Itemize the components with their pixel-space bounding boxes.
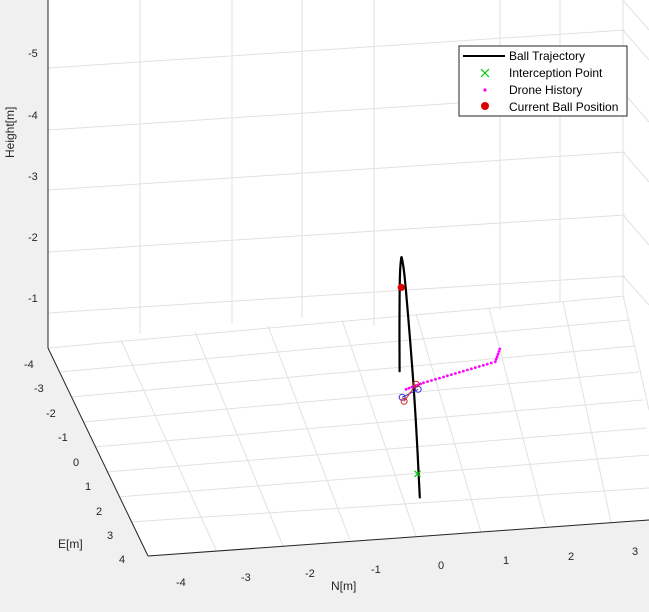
drone-rotor-marker — [398, 393, 406, 401]
plot-area-background — [48, 0, 649, 556]
n-tick-label: -2 — [305, 568, 315, 580]
e-tick-label: 2 — [96, 506, 102, 518]
n-tick-label: -1 — [371, 564, 381, 576]
z-tick-label: -1 — [28, 293, 38, 305]
drone-history-point — [410, 385, 414, 389]
e-tick-label: -3 — [34, 383, 44, 395]
drone-rotor-marker — [412, 380, 420, 388]
legend-label: Current Ball Position — [509, 100, 618, 114]
z-tick-label: -2 — [28, 232, 38, 244]
n-tick-label: 3 — [632, 546, 638, 558]
data-layer — [397, 255, 502, 499]
n-tick-label: 2 — [568, 551, 574, 563]
drone-history-point — [407, 386, 411, 390]
drone-history-point — [454, 372, 457, 375]
e-tick-label: -1 — [58, 432, 68, 444]
drone-history-point — [485, 362, 489, 366]
drone-history-point — [426, 380, 429, 383]
z-tick-label: -4 — [28, 110, 38, 122]
drone-history-point — [419, 382, 422, 386]
legend-x-marker-icon — [480, 68, 490, 78]
z-tick-label: -3 — [28, 171, 38, 183]
drone-history-point — [462, 369, 465, 373]
drone-history-point — [430, 379, 433, 382]
legend: Ball Trajectory Interception Point Drone… — [458, 45, 628, 117]
drone-history-point — [495, 355, 499, 359]
e-tick-label: -4 — [24, 359, 34, 371]
drone-history-point — [498, 347, 502, 351]
n-tick-label: -4 — [176, 577, 186, 589]
drone-history-point — [422, 381, 425, 385]
n-axis-label: N[m] — [331, 579, 356, 593]
drone-history-point — [493, 360, 497, 364]
legend-filled-circle-icon — [481, 102, 489, 110]
legend-label: Drone History — [509, 83, 582, 97]
drone-history-point — [466, 368, 469, 372]
n-tick-label: -3 — [241, 572, 251, 584]
drone-history-point — [450, 373, 453, 376]
legend-label: Ball Trajectory — [509, 49, 585, 63]
e-tick-label: 1 — [85, 481, 91, 493]
z-axis: -5 -4 -3 -2 -1 Height[m] — [3, 48, 38, 305]
drone-history-point — [489, 361, 493, 365]
e-axis-label: E[m] — [58, 537, 83, 551]
n-tick-label: 0 — [438, 560, 444, 572]
interception-marker-stroke — [414, 470, 421, 478]
drone-history-point — [473, 366, 477, 369]
drone-rotor-marker — [400, 397, 408, 405]
drone-history-point — [442, 375, 445, 379]
drone-history-point — [496, 352, 500, 356]
drone-history-point — [477, 365, 481, 368]
current-ball-position-marker — [397, 283, 405, 291]
drone-history-point — [434, 377, 437, 381]
drone-history-point — [497, 350, 501, 353]
legend-dot-icon — [483, 88, 487, 92]
e-tick-label: 0 — [73, 457, 79, 469]
drone-history-point — [470, 367, 473, 371]
axis-lines — [47, 0, 649, 557]
z-tick-label: -5 — [28, 48, 38, 60]
z-axis-label: Height[m] — [3, 107, 17, 158]
drone-arm — [403, 384, 417, 402]
drone-history-point — [481, 363, 485, 367]
n-tick-label: 1 — [503, 555, 509, 567]
drone-history-point — [446, 374, 449, 378]
e-tick-label: 4 — [119, 554, 125, 566]
legend-label: Interception Point — [509, 66, 603, 80]
drone-history-point — [438, 376, 441, 380]
e-tick-label: -2 — [46, 408, 56, 420]
drone-history-point — [494, 357, 498, 361]
drone-history-point — [404, 387, 408, 391]
drone-history-point — [458, 370, 461, 374]
e-axis: -4 -3 -2 -1 0 1 2 3 4 E[m] — [24, 359, 125, 566]
e-tick-label: 3 — [107, 530, 113, 542]
n-axis: -4 -3 -2 -1 0 1 2 3 N[m] — [176, 546, 638, 593]
